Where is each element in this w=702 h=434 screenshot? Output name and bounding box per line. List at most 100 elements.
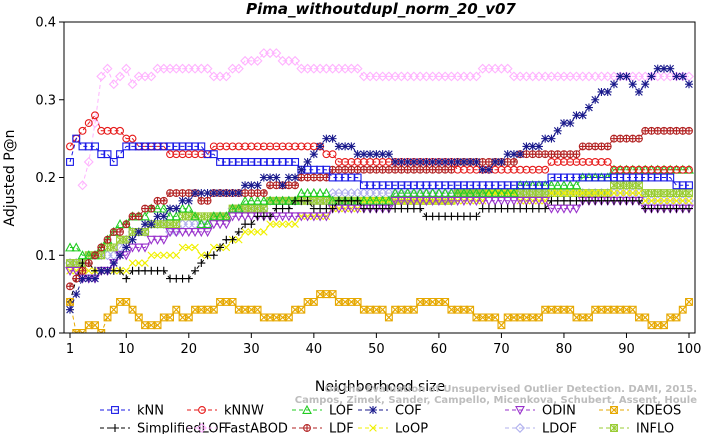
legend-marker-lof — [302, 404, 312, 414]
x-tick-label: 20 — [181, 342, 198, 357]
data-point-kdeos — [378, 305, 387, 314]
data-point-ldf — [553, 150, 562, 159]
data-point-lof — [452, 187, 463, 197]
legend-label-cof: COF — [395, 404, 422, 419]
data-point-ldf — [559, 150, 568, 159]
data-point-lof — [190, 211, 200, 221]
data-point-ldf — [128, 212, 137, 221]
data-point-loop — [159, 251, 168, 260]
data-point-cof — [372, 150, 381, 159]
data-point-cof — [84, 274, 93, 283]
data-point-kdeos — [678, 305, 687, 314]
data-point-cof — [559, 119, 568, 128]
data-point-cof — [441, 157, 450, 166]
data-point-loop — [241, 228, 249, 236]
data-point-lof — [358, 195, 369, 205]
data-point-cof — [491, 157, 500, 166]
data-point-fastabod — [77, 180, 88, 191]
data-point-ldf — [653, 126, 662, 135]
series-kdeos — [66, 290, 693, 333]
plot-series — [65, 48, 694, 333]
data-point-cof — [241, 181, 250, 190]
data-point-ldf — [66, 282, 74, 291]
data-point-lof — [390, 187, 401, 197]
data-point-lof — [83, 250, 94, 260]
data-point-cof — [672, 72, 681, 81]
data-point-cof — [572, 111, 581, 120]
data-point-kdeos — [309, 297, 318, 306]
data-point-lof — [552, 180, 563, 190]
data-point-lof — [565, 180, 576, 190]
data-point-simplifiedlof — [416, 204, 425, 213]
data-point-odin — [408, 196, 419, 206]
data-point-ldf — [78, 266, 87, 275]
data-point-loop — [660, 197, 668, 205]
data-point-loop — [147, 251, 156, 260]
data-point-loop — [647, 197, 656, 205]
data-point-knn — [541, 181, 550, 190]
data-point-loop — [585, 189, 593, 197]
data-point-ldf — [610, 134, 618, 143]
data-point-cof — [478, 165, 487, 174]
data-point-ldf — [153, 196, 162, 205]
data-point-lof — [433, 187, 444, 197]
data-point-kdeos — [228, 297, 237, 306]
data-point-odin — [471, 196, 482, 206]
data-point-simplifiedlof — [472, 212, 481, 221]
data-point-fastabod — [352, 63, 363, 74]
data-point-odin — [534, 196, 544, 206]
data-point-cof — [553, 126, 562, 135]
legend-marker-cof — [369, 406, 377, 414]
data-point-cof — [359, 150, 368, 159]
data-point-knn — [197, 142, 206, 151]
data-point-odin — [190, 227, 200, 238]
data-point-loop — [666, 197, 675, 205]
data-point-knnw — [84, 119, 93, 128]
data-point-ldf — [178, 189, 187, 197]
data-point-loop — [603, 189, 612, 197]
y-tick-label: 0.4 — [35, 16, 56, 31]
data-point-odin — [440, 196, 451, 206]
legend-item-ldf: LDF — [292, 422, 354, 434]
data-point-kdeos — [628, 305, 637, 314]
data-point-loop — [591, 189, 600, 197]
data-point-kdeos — [153, 321, 162, 330]
data-point-lof — [208, 211, 219, 221]
data-point-odin — [308, 212, 319, 222]
data-point-cof — [191, 189, 200, 198]
data-point-ldf — [447, 165, 456, 174]
data-point-ldf — [622, 134, 631, 143]
data-point-lof — [71, 242, 82, 252]
data-point-simplifiedlof — [216, 243, 225, 252]
legend-item-loop: LoOP — [358, 422, 428, 434]
data-point-lof — [465, 187, 476, 197]
y-axis-label: Adjusted P@n — [2, 129, 18, 226]
data-point-odin — [321, 212, 332, 222]
data-point-odin — [277, 212, 288, 222]
data-point-ldf — [316, 173, 325, 182]
data-point-cof — [272, 173, 281, 182]
data-point-cof — [278, 181, 287, 190]
data-point-knn — [66, 158, 74, 166]
data-point-odin — [433, 196, 444, 206]
legend-item-fastabod: FastABOD — [187, 422, 288, 434]
data-point-kdeos — [166, 313, 174, 322]
data-point-cof — [447, 157, 456, 166]
data-point-inflo — [97, 251, 106, 260]
data-point-loop — [141, 259, 149, 267]
legend-item-cof: COF — [358, 404, 422, 419]
data-point-cof — [109, 259, 118, 268]
legend-marker-ldf — [303, 424, 311, 432]
data-point-odin — [65, 266, 75, 276]
legend-marker-simplifiedlof — [111, 424, 119, 432]
data-point-ldf — [309, 173, 318, 182]
data-point-cof — [153, 212, 162, 221]
data-point-odin — [396, 196, 407, 206]
data-point-ldf — [303, 173, 312, 182]
data-point-odin — [546, 204, 557, 214]
legend-label-knnw: kNNW — [224, 404, 264, 419]
data-point-simplifiedlof — [234, 227, 243, 236]
data-point-odin — [496, 196, 507, 206]
data-point-cof — [366, 150, 375, 159]
data-point-lof — [315, 187, 326, 197]
